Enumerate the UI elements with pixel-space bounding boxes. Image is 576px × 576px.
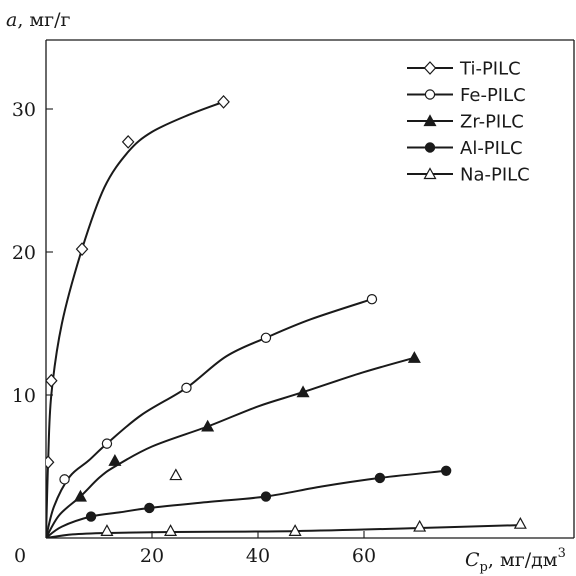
point-ti-pilc-0 — [46, 455, 55, 470]
series-layer — [46, 94, 527, 538]
legend-item-fe-pilc: Fe-PILC — [407, 85, 526, 106]
y-tick-label-10: 10 — [12, 385, 36, 407]
legend-label-na-pilc: Na-PILC — [460, 165, 530, 186]
point-na-pilc-1 — [164, 524, 178, 536]
point-zr-pilc-2 — [201, 419, 215, 432]
point-fe-pilc-0 — [59, 474, 70, 485]
ticks — [46, 108, 365, 538]
legend-marker-ti-pilc — [423, 61, 437, 75]
legend-marker-zr-pilc — [423, 114, 437, 127]
point-na-pilc-0 — [100, 524, 114, 536]
point-zr-pilc-3 — [296, 385, 310, 398]
series-zr-pilc — [46, 351, 421, 538]
point-fe-pilc-3 — [260, 332, 272, 343]
legend-label-zr-pilc: Zr-PILC — [460, 112, 524, 133]
point-al-pilc-1 — [144, 502, 155, 514]
series-line-ti-pilc — [46, 100, 224, 538]
series-fe-pilc — [46, 293, 378, 538]
point-fe-pilc-4 — [366, 293, 378, 305]
series-ti-pilc — [46, 94, 230, 538]
y-axis-units: , мг/г — [17, 9, 70, 31]
legend-marker-na-pilc — [423, 167, 437, 180]
series-line-na-pilc — [46, 524, 521, 538]
x-axis-title: Cр, мг/дм3 — [465, 546, 566, 575]
y-axis-variable: a — [6, 9, 17, 31]
point-na-pilc-4 — [413, 519, 427, 532]
legend-item-al-pilc: Al-PILC — [407, 138, 523, 159]
legend: Ti-PILC Fe-PILC Zr-PILC Al-PILC Na-PILC — [407, 59, 530, 186]
legend-item-na-pilc: Na-PILC — [407, 165, 530, 186]
point-al-pilc-4 — [440, 465, 452, 476]
point-na-pilc-5 — [513, 516, 527, 529]
point-ti-pilc-4 — [217, 94, 230, 109]
point-fe-pilc-1 — [101, 438, 113, 449]
point-zr-pilc-0 — [73, 489, 87, 502]
x-tick-label-60: 60 — [352, 545, 376, 567]
tick-labels: 0 20 40 60 10 20 30 — [12, 99, 376, 567]
y-tick-label-30: 30 — [12, 99, 36, 121]
point-zr-pilc-4 — [407, 351, 421, 363]
point-ti-pilc-2 — [75, 242, 89, 257]
series-al-pilc — [46, 465, 452, 538]
point-na-pilc-3 — [288, 524, 302, 536]
legend-label-fe-pilc: Fe-PILC — [460, 85, 526, 106]
legend-label-al-pilc: Al-PILC — [460, 138, 523, 159]
series-na-pilc — [46, 468, 527, 538]
legend-item-ti-pilc: Ti-PILC — [407, 59, 521, 80]
x-axis-superscript: 3 — [558, 546, 566, 561]
point-fe-pilc-2 — [181, 382, 192, 394]
legend-label-ti-pilc: Ti-PILC — [459, 59, 521, 80]
legend-marker-fe-pilc — [424, 89, 436, 100]
point-al-pilc-0 — [85, 511, 97, 522]
legend-marker-al-pilc — [424, 142, 436, 153]
x-axis-subscript: р — [480, 560, 488, 575]
point-zr-pilc-1 — [108, 454, 122, 466]
series-line-al-pilc — [46, 469, 447, 538]
point-al-pilc-2 — [260, 491, 272, 502]
point-al-pilc-3 — [374, 472, 386, 484]
x-axis-variable: C — [465, 549, 480, 571]
point-ti-pilc-1 — [46, 373, 58, 388]
point-ti-pilc-3 — [121, 135, 135, 149]
y-tick-label-20: 20 — [12, 242, 36, 264]
x-tick-label-0: 0 — [14, 545, 26, 567]
legend-item-zr-pilc: Zr-PILC — [407, 112, 524, 133]
point-na-pilc-2 — [169, 468, 183, 481]
x-tick-label-40: 40 — [246, 545, 270, 567]
x-axis-units: , мг/дм — [488, 549, 558, 571]
x-tick-label-20: 20 — [140, 545, 164, 567]
y-axis-title: a, мг/г — [6, 9, 71, 31]
